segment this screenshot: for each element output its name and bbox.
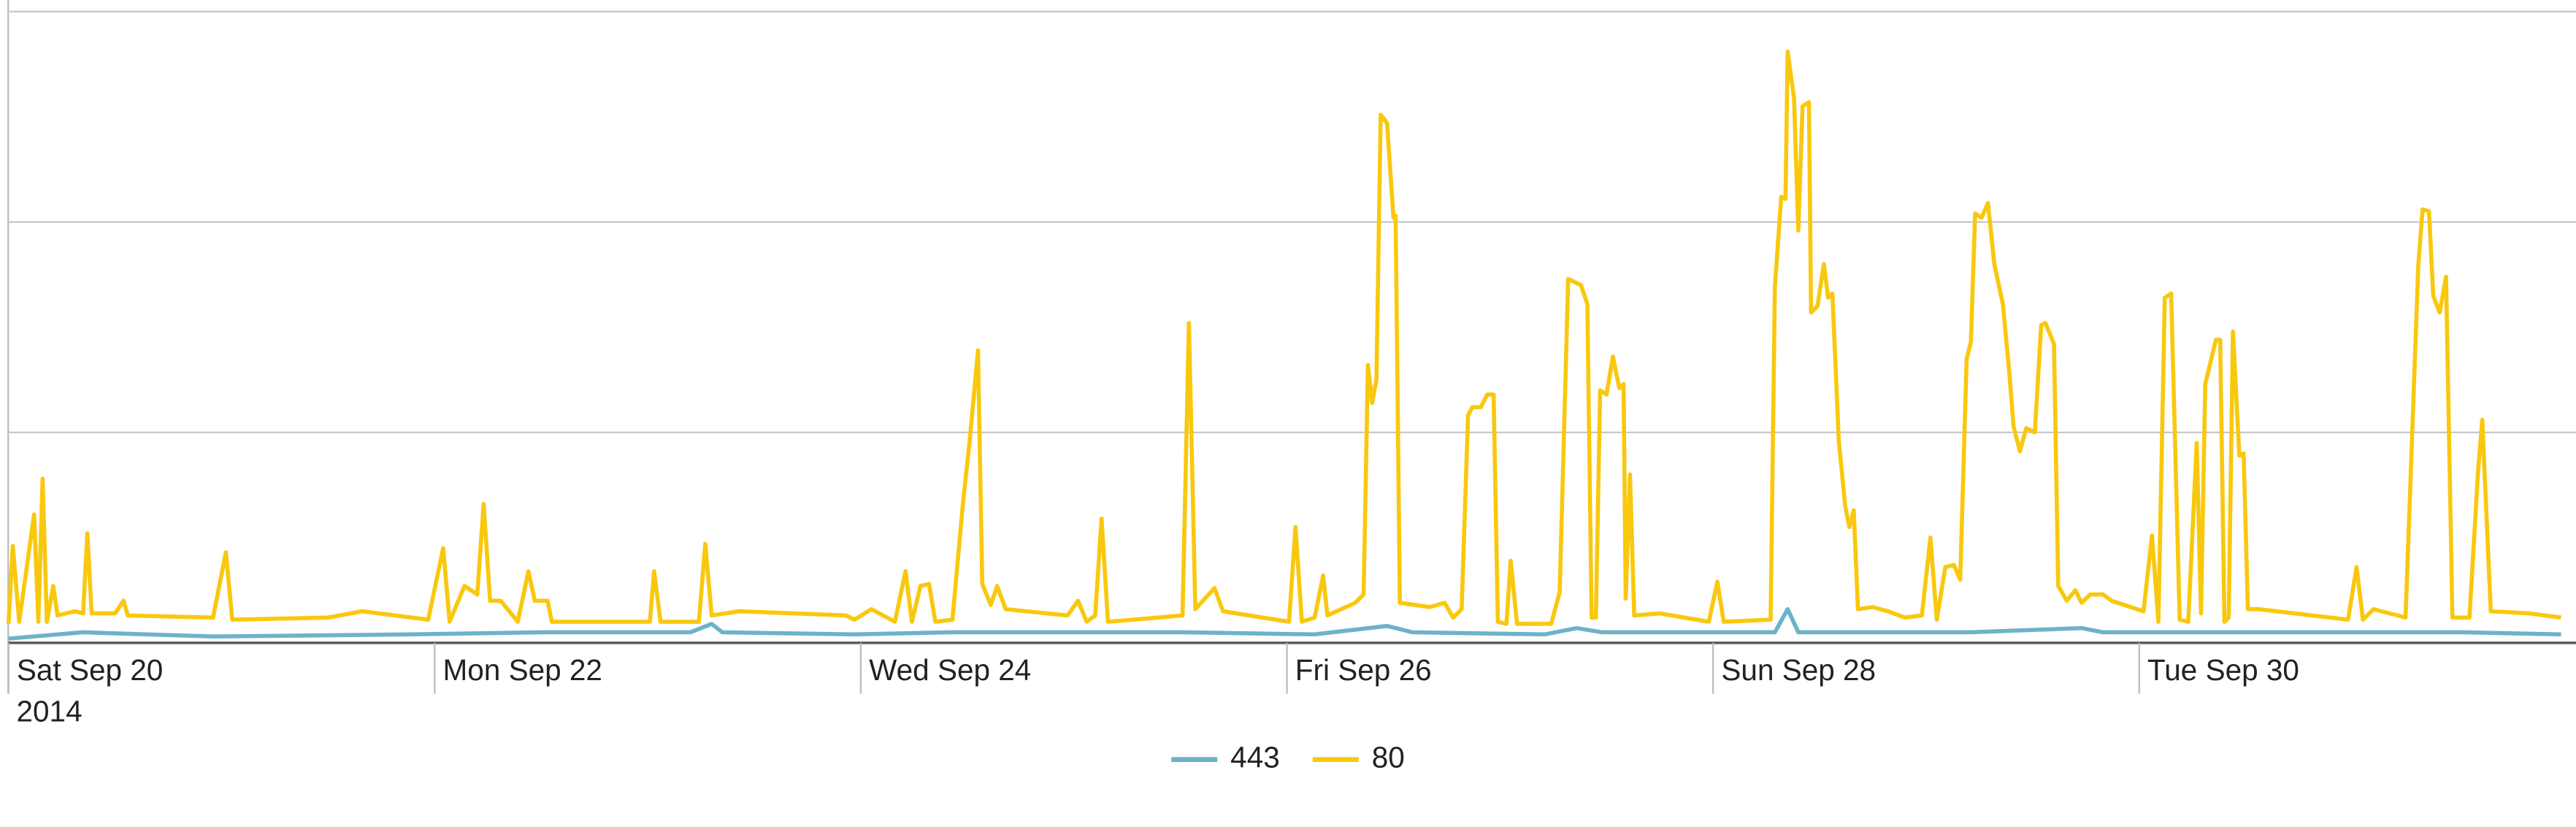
x-tick-label: Fri Sep 26 <box>1295 653 1432 687</box>
x-tick-label: Sat Sep 20 <box>17 653 163 687</box>
legend-label: 443 <box>1230 740 1280 774</box>
series-line <box>6 49 2561 626</box>
x-tick-label: Mon Sep 22 <box>443 653 602 687</box>
x-tick-label: Sun Sep 28 <box>1721 653 1876 687</box>
x-tick-label: Wed Sep 24 <box>869 653 1031 687</box>
legend-label: 80 <box>1372 740 1405 774</box>
x-tick-label: Tue Sep 30 <box>2147 653 2299 687</box>
series-line <box>8 606 2561 641</box>
x-year-label: 2014 <box>17 694 83 728</box>
